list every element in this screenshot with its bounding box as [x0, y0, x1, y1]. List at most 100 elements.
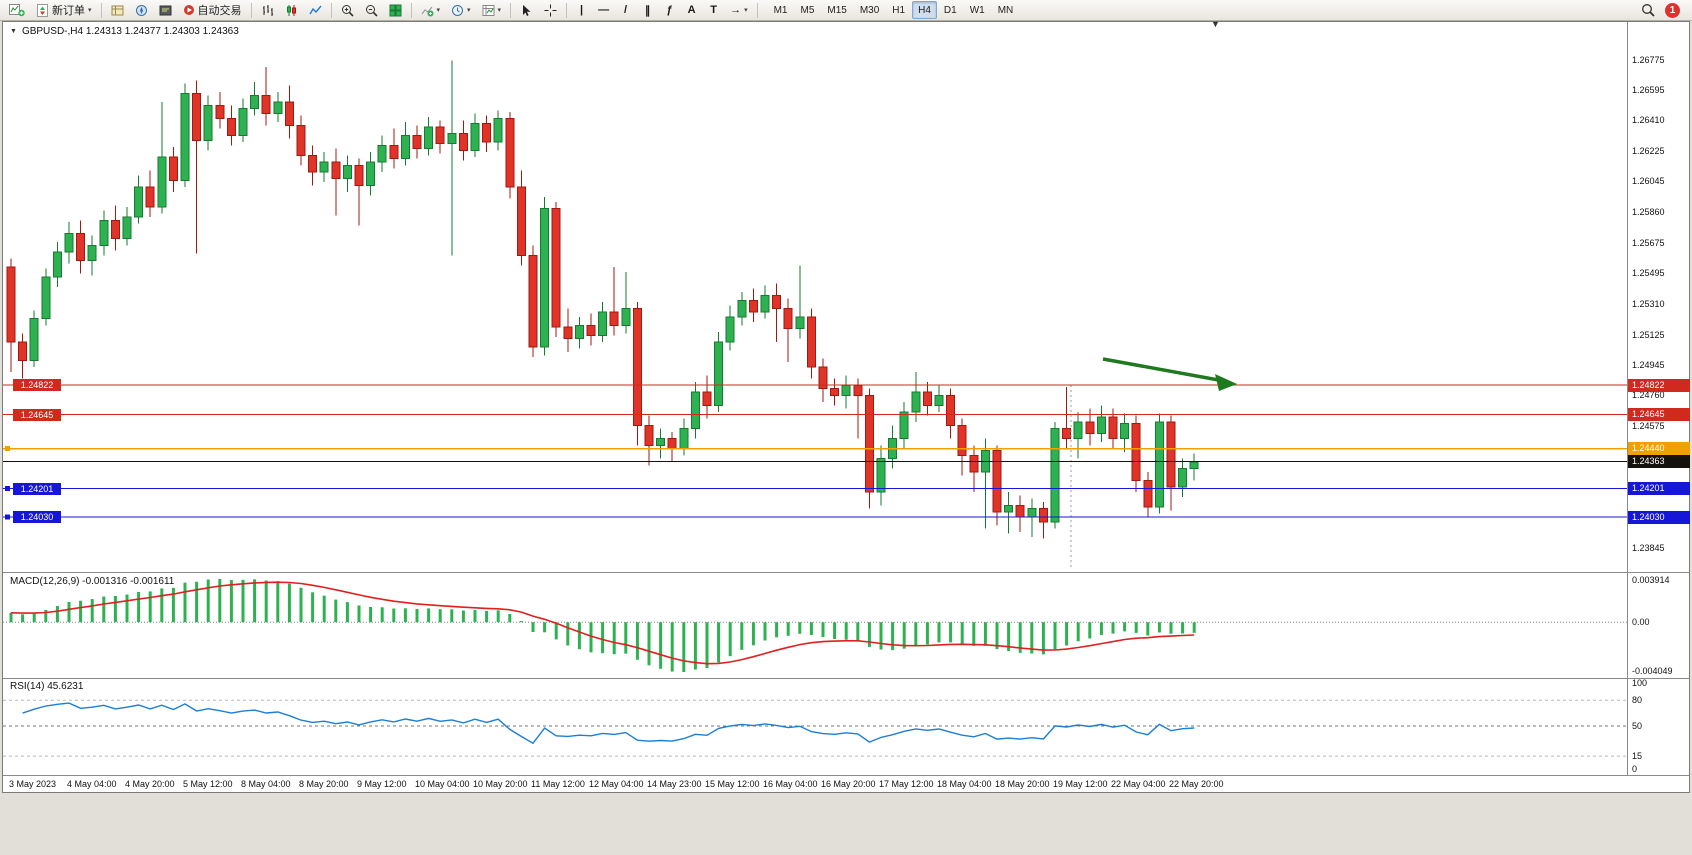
timeframe-button-W1[interactable]: W1 [969, 4, 985, 16]
chevron-down-icon: ▾ [744, 7, 748, 14]
toolbar-separator [250, 2, 252, 18]
periods-button[interactable]: ▾ [446, 1, 476, 19]
new-chart-button[interactable] [4, 1, 30, 19]
plot-area: ▼ GBPUSD-,H4 1.24313 1.24377 1.24303 1.2… [3, 19, 1689, 775]
toolbar-separator [756, 2, 758, 18]
chevron-down-icon: ▾ [497, 7, 502, 14]
toolbar: 新订单 ▾ 自动交易 [0, 0, 1692, 21]
collapse-triangle-icon[interactable]: ▼ [10, 28, 17, 35]
chevron-down-icon: ▾ [467, 7, 471, 14]
label-tool-button[interactable]: T [703, 1, 724, 19]
macd-axis-label: 0.003914 [1632, 575, 1670, 585]
market-watch-button[interactable] [106, 1, 129, 19]
trendline-tool-icon: / [624, 4, 628, 16]
price-axis-label: 1.26225 [1632, 146, 1665, 157]
timeframe-button-M15[interactable]: M15 [827, 4, 847, 16]
template-icon [482, 4, 495, 16]
chart-shift-marker-icon[interactable]: ▼ [1211, 19, 1220, 29]
timeframe-button-M30[interactable]: M30 [859, 4, 880, 16]
price-axis-label: 1.24945 [1632, 359, 1665, 370]
level-price-tag: 1.24440 [1628, 442, 1690, 456]
search-button[interactable] [1636, 1, 1660, 19]
notification-badge[interactable]: 1 [1665, 2, 1680, 18]
panel-separator[interactable] [3, 572, 1689, 573]
templates-button[interactable]: ▾ [477, 1, 507, 19]
time-axis-label: 18 May 20:00 [995, 779, 1050, 789]
zoom-out-icon [365, 4, 378, 17]
time-axis-label: 4 May 20:00 [125, 779, 175, 789]
indicators-button[interactable]: ▾ [416, 1, 446, 19]
timeframe-bar: M1 M5 M15 M30 H1 H4 D1 W1 MN [768, 1, 1020, 19]
channel-tool-icon: ∥ [644, 4, 651, 17]
time-axis[interactable]: 3 May 2023 4 May 04:00 4 May 20:00 5 May 12… [3, 775, 1689, 792]
time-axis-label: 22 May 04:00 [1111, 779, 1166, 789]
search-icon [1642, 4, 1655, 17]
time-axis-label: 11 May 12:00 [531, 779, 585, 789]
terminal-icon [159, 5, 172, 15]
text-tool-button[interactable]: A [681, 1, 702, 19]
timeframe-button-M1[interactable]: M1 [773, 4, 788, 16]
toolbar-separator [410, 2, 412, 18]
crosshair-button[interactable] [539, 1, 562, 19]
timeframe-button-H1[interactable]: H1 [892, 4, 906, 16]
trendline-tool-button[interactable]: / [615, 1, 636, 19]
horizontal-line-tool-button[interactable]: — [593, 1, 614, 19]
fibonacci-tool-button[interactable]: ƒ [659, 1, 680, 19]
toolbar-separator [100, 2, 102, 18]
price-axis-label: 1.24760 [1632, 390, 1665, 401]
channel-tool-button[interactable]: ∥ [637, 1, 658, 19]
tile-windows-button[interactable] [384, 1, 407, 19]
bar-chart-type-button[interactable] [256, 1, 279, 19]
line-anchor-marker [5, 486, 10, 491]
auto-trading-button[interactable]: 自动交易 [178, 1, 247, 19]
chart-plus-icon [9, 4, 25, 17]
tile-windows-icon [389, 4, 402, 16]
arrows-tool-button[interactable]: → ▾ [725, 1, 753, 19]
drawing-tools-bar: | — / ∥ ƒ A T → ▾ [571, 1, 753, 19]
level-price-tag-left: 1.24645 [13, 408, 61, 421]
price-axis-label: 1.25860 [1632, 207, 1665, 217]
price-axis-label: 1.25495 [1632, 267, 1665, 278]
terminal-button[interactable] [154, 1, 177, 19]
toolbar-separator [330, 2, 332, 18]
navigator-button[interactable] [130, 1, 153, 19]
rsi-label: RSI(14) 45.6231 [10, 681, 84, 692]
new-order-button[interactable]: 新订单 ▾ [31, 1, 97, 19]
zoom-in-button[interactable] [336, 1, 359, 19]
rsi-panel[interactable] [3, 679, 1627, 775]
timeframe-button-M5[interactable]: M5 [800, 4, 815, 16]
timeframe-button-H4[interactable]: H4 [912, 1, 937, 19]
candlestick-chart-type-button[interactable] [280, 1, 303, 19]
time-axis-label: 9 May 12:00 [357, 779, 407, 789]
panel-separator[interactable] [3, 678, 1689, 679]
cursor-button[interactable] [515, 1, 538, 19]
zoom-out-button[interactable] [360, 1, 383, 19]
chevron-down-icon: ▾ [88, 7, 92, 14]
time-axis-label: 22 May 20:00 [1169, 779, 1224, 789]
time-axis-label: 12 May 04:00 [589, 779, 644, 789]
timeframe-button-MN[interactable]: MN [997, 4, 1014, 16]
price-axis[interactable]: 1.26775 1.26595 1.26410 1.26225 1.26045 1.258… [1627, 22, 1690, 775]
time-axis-label: 8 May 04:00 [241, 779, 291, 789]
price-axis-label: 1.25125 [1632, 329, 1665, 340]
horizontal-line-tool-icon: — [598, 4, 610, 16]
time-axis-label: 10 May 04:00 [415, 779, 470, 789]
line-chart-type-button[interactable] [304, 1, 327, 19]
level-price-tag-left: 1.24822 [13, 379, 61, 391]
new-order-icon [37, 3, 48, 17]
rsi-axis-label: 0 [1632, 764, 1638, 774]
price-axis-label: 1.26775 [1632, 54, 1665, 65]
bar-chart-icon [262, 4, 273, 16]
timeframe-button-D1[interactable]: D1 [943, 4, 957, 16]
auto-trading-label: 自动交易 [197, 5, 242, 17]
time-axis-label: 4 May 04:00 [67, 779, 117, 789]
macd-axis-label: 0.00 [1632, 617, 1650, 628]
vertical-line-tool-button[interactable]: | [571, 1, 592, 19]
candlestick-chart[interactable] [3, 22, 1627, 572]
rsi-axis-label: 100 [1632, 678, 1648, 688]
level-price-tag: 1.24822 [1628, 378, 1690, 392]
text-tool-icon: A [687, 4, 696, 16]
trend-arrow-head [1215, 374, 1237, 391]
cursor-icon [523, 4, 531, 16]
macd-panel[interactable] [3, 573, 1627, 678]
